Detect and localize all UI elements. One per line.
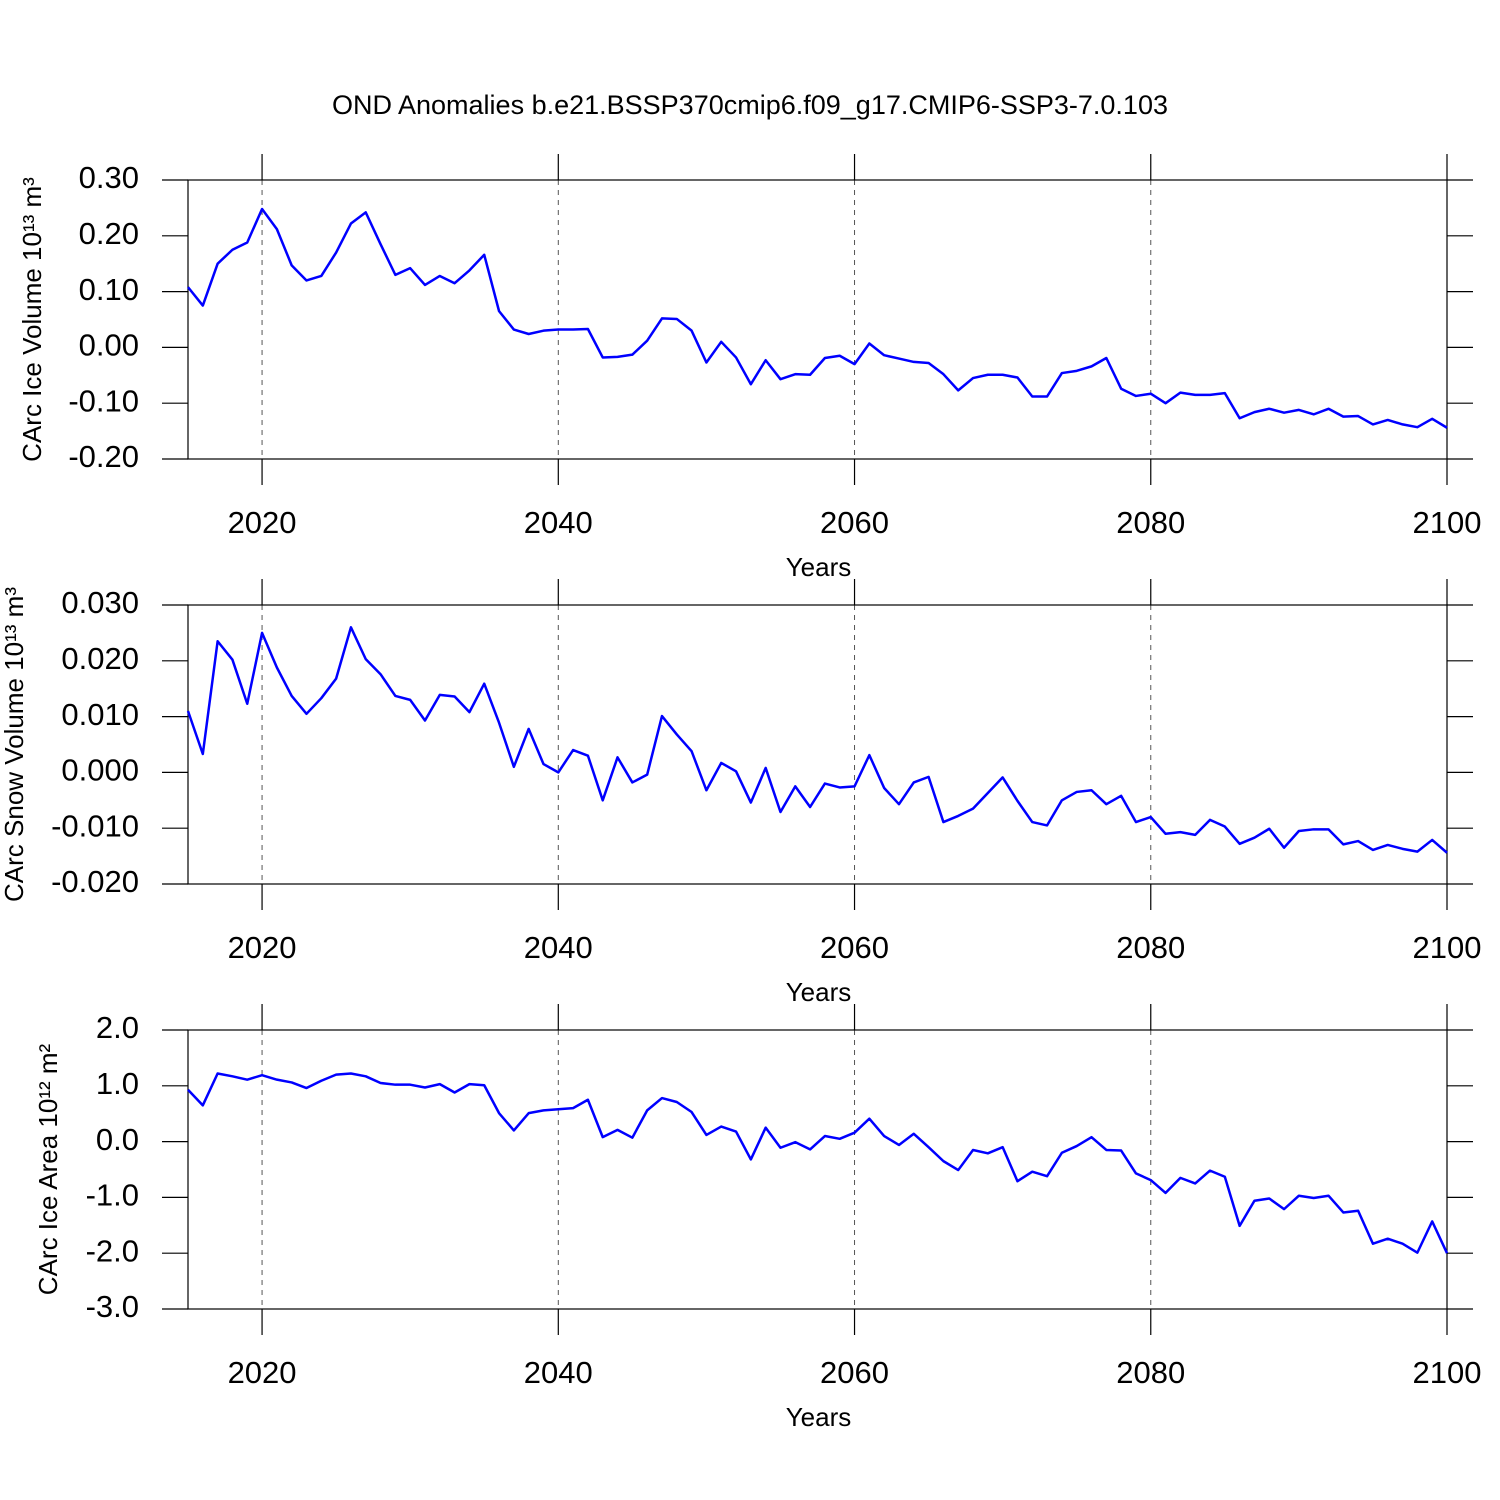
y-tick-label: 0.020 [61,641,139,676]
y-tick-label: -1.0 [86,1178,139,1213]
y-tick-label: 0.10 [79,272,139,307]
y-tick-label: -3.0 [86,1289,139,1324]
plot-frame [187,604,1448,885]
y-tick-label: 0.030 [61,585,139,620]
y-tick-label: 0.010 [61,697,139,732]
data-line [186,626,1448,854]
y-tick-label: 2.0 [96,1010,139,1045]
x-tick-label: 2080 [1116,1355,1185,1390]
data-line [187,1072,1449,1254]
chart-title: OND Anomalies b.e21.BSSP370cmip6.f09_g17… [332,90,1168,120]
y-tick-label: 0.0 [96,1122,139,1157]
x-axis-label: Years [786,1402,852,1432]
x-tick-label: 2100 [1413,1355,1482,1390]
plot-frame [187,179,1448,460]
x-tick-label: 2040 [524,505,593,540]
y-axis-label: CArc Ice Area 10¹² m² [33,1043,63,1295]
x-tick-label: 2080 [1116,930,1185,965]
x-tick-label: 2080 [1116,505,1185,540]
y-tick-label: 0.00 [79,328,139,363]
x-tick-label: 2040 [524,1355,593,1390]
y-tick-label: -0.020 [51,864,139,899]
y-tick-label: 1.0 [96,1066,139,1101]
data-line [187,207,1448,429]
y-tick-label: 0.20 [79,216,139,251]
x-tick-label: 2060 [820,930,889,965]
y-tick-label: -2.0 [86,1233,139,1268]
y-axis-label: CArc Snow Volume 10¹³ m³ [0,587,29,902]
y-tick-label: -0.20 [68,439,139,474]
x-axis-label: Years [786,977,852,1007]
x-tick-label: 2020 [228,1355,297,1390]
x-tick-label: 2020 [228,505,297,540]
y-tick-label: -0.010 [51,808,139,843]
x-tick-label: 2100 [1413,930,1482,965]
x-tick-label: 2020 [228,930,297,965]
y-tick-label: 0.000 [61,753,139,788]
x-tick-label: 2040 [524,930,593,965]
plot-frame [187,1029,1448,1310]
y-tick-label: 0.30 [79,160,139,195]
x-axis-label: Years [786,552,852,582]
y-tick-label: -0.10 [68,383,139,418]
x-tick-label: 2060 [820,505,889,540]
x-tick-label: 2100 [1413,505,1482,540]
y-axis-label: CArc Ice Volume 10¹³ m³ [17,177,47,462]
x-tick-label: 2060 [820,1355,889,1390]
